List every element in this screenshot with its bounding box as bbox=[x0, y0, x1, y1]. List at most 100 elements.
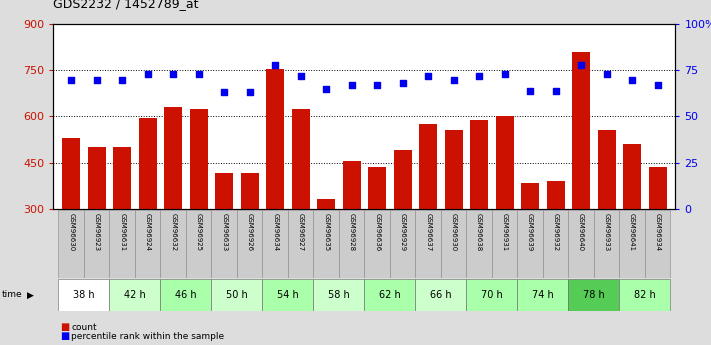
Bar bbox=[492, 210, 518, 278]
Text: GSM96934: GSM96934 bbox=[655, 213, 661, 251]
Bar bbox=[113, 147, 131, 301]
Bar bbox=[648, 167, 666, 301]
Bar bbox=[58, 210, 84, 278]
Point bbox=[474, 73, 485, 79]
Point bbox=[295, 73, 306, 79]
Bar bbox=[496, 117, 513, 301]
Bar bbox=[470, 119, 488, 301]
Bar bbox=[419, 124, 437, 301]
Text: 58 h: 58 h bbox=[328, 290, 350, 300]
Bar bbox=[441, 210, 466, 278]
Text: 70 h: 70 h bbox=[481, 290, 503, 300]
Text: 50 h: 50 h bbox=[226, 290, 247, 300]
Text: ■: ■ bbox=[60, 322, 70, 332]
Bar bbox=[211, 279, 262, 311]
Point bbox=[117, 77, 128, 82]
Text: GSM96634: GSM96634 bbox=[272, 213, 278, 251]
Text: GSM96933: GSM96933 bbox=[604, 213, 609, 252]
Text: 74 h: 74 h bbox=[532, 290, 554, 300]
Bar bbox=[572, 52, 590, 301]
Point bbox=[626, 77, 638, 82]
Point bbox=[244, 90, 255, 95]
Text: GSM96633: GSM96633 bbox=[221, 213, 227, 252]
Text: GDS2232 / 1452789_at: GDS2232 / 1452789_at bbox=[53, 0, 199, 10]
Bar bbox=[288, 210, 314, 278]
Bar bbox=[241, 173, 259, 301]
Bar bbox=[543, 210, 568, 278]
Text: GSM96630: GSM96630 bbox=[68, 213, 74, 252]
Bar bbox=[164, 107, 182, 301]
Bar bbox=[87, 147, 106, 301]
Bar bbox=[518, 279, 568, 311]
Bar bbox=[619, 210, 645, 278]
Bar bbox=[262, 279, 314, 311]
Bar bbox=[623, 144, 641, 301]
Bar bbox=[215, 173, 233, 301]
Bar bbox=[645, 210, 670, 278]
Bar bbox=[368, 167, 386, 301]
Point bbox=[193, 71, 204, 77]
Bar bbox=[444, 130, 463, 301]
Text: 78 h: 78 h bbox=[583, 290, 605, 300]
Bar bbox=[58, 279, 109, 311]
Bar bbox=[364, 210, 390, 278]
Bar bbox=[619, 279, 670, 311]
Text: time: time bbox=[1, 290, 22, 299]
Point bbox=[269, 62, 281, 68]
Point bbox=[601, 71, 612, 77]
Bar bbox=[139, 118, 156, 301]
Text: ▶: ▶ bbox=[27, 290, 34, 299]
Text: GSM96932: GSM96932 bbox=[552, 213, 559, 251]
Bar bbox=[415, 279, 466, 311]
Bar bbox=[186, 210, 211, 278]
Bar bbox=[594, 210, 619, 278]
Point bbox=[321, 86, 332, 91]
Text: GSM96638: GSM96638 bbox=[476, 213, 482, 252]
Bar bbox=[190, 109, 208, 301]
Point bbox=[499, 71, 510, 77]
Bar bbox=[109, 279, 161, 311]
Point bbox=[448, 77, 459, 82]
Bar bbox=[466, 210, 492, 278]
Text: 42 h: 42 h bbox=[124, 290, 146, 300]
Text: 38 h: 38 h bbox=[73, 290, 95, 300]
Text: ■: ■ bbox=[60, 331, 70, 341]
Point bbox=[218, 90, 230, 95]
Bar bbox=[292, 109, 309, 301]
Text: 82 h: 82 h bbox=[634, 290, 656, 300]
Point bbox=[346, 82, 358, 88]
Bar bbox=[109, 210, 135, 278]
Point bbox=[168, 71, 179, 77]
Bar bbox=[161, 210, 186, 278]
Bar bbox=[317, 199, 335, 301]
Text: GSM96931: GSM96931 bbox=[502, 213, 508, 252]
Text: 62 h: 62 h bbox=[379, 290, 401, 300]
Bar bbox=[466, 279, 518, 311]
Bar bbox=[521, 183, 539, 301]
Point bbox=[575, 62, 587, 68]
Bar bbox=[314, 279, 364, 311]
Point bbox=[550, 88, 561, 93]
Text: count: count bbox=[71, 323, 97, 332]
Text: GSM96641: GSM96641 bbox=[629, 213, 635, 251]
Bar bbox=[547, 181, 565, 301]
Text: GSM96631: GSM96631 bbox=[119, 213, 125, 252]
Text: GSM96639: GSM96639 bbox=[527, 213, 533, 252]
Text: GSM96924: GSM96924 bbox=[144, 213, 151, 251]
Bar bbox=[568, 210, 594, 278]
Text: 66 h: 66 h bbox=[430, 290, 451, 300]
Text: 46 h: 46 h bbox=[175, 290, 197, 300]
Text: GSM96632: GSM96632 bbox=[170, 213, 176, 251]
Bar bbox=[364, 279, 415, 311]
Text: GSM96923: GSM96923 bbox=[94, 213, 100, 251]
Point bbox=[422, 73, 434, 79]
Text: GSM96926: GSM96926 bbox=[247, 213, 252, 251]
Bar bbox=[63, 138, 80, 301]
Bar bbox=[135, 210, 161, 278]
Bar bbox=[339, 210, 364, 278]
Point bbox=[91, 77, 102, 82]
Point bbox=[65, 77, 77, 82]
Text: GSM96929: GSM96929 bbox=[400, 213, 406, 251]
Bar bbox=[598, 130, 616, 301]
Text: 54 h: 54 h bbox=[277, 290, 299, 300]
